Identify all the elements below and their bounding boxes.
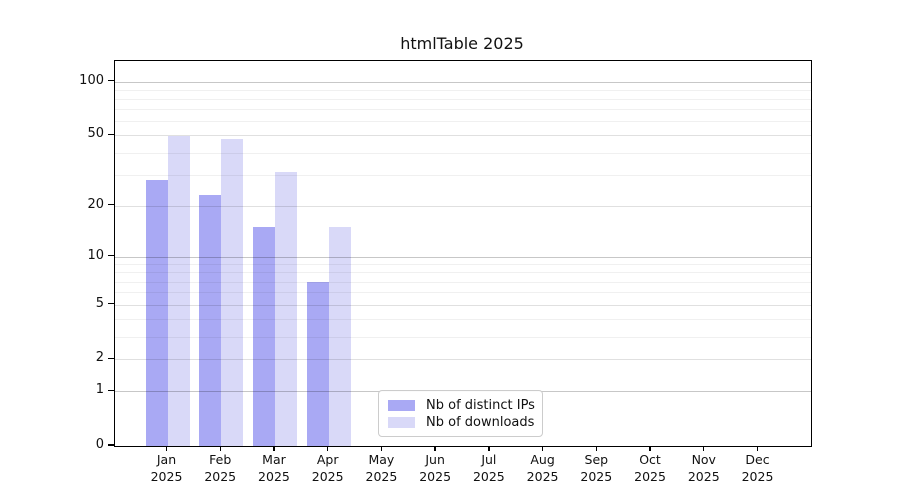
legend: Nb of distinct IPs Nb of downloads bbox=[378, 390, 543, 437]
y-tick-10 bbox=[108, 254, 114, 257]
x-tick-label-year: 2025 bbox=[311, 469, 344, 484]
x-tick-label-nov: Nov 2025 bbox=[674, 451, 734, 485]
bar-distinct-ips-jan bbox=[145, 180, 168, 446]
x-tick-label-year: 2025 bbox=[526, 469, 559, 484]
y-tick-5 bbox=[108, 302, 114, 305]
plot-area bbox=[114, 60, 812, 447]
x-tick-label-year: 2025 bbox=[258, 469, 290, 484]
gridline-40 bbox=[115, 152, 811, 154]
gridline-9 bbox=[115, 264, 811, 266]
x-tick-label-year: 2025 bbox=[204, 469, 237, 484]
x-tick-label-year: 2025 bbox=[580, 469, 613, 484]
gridline-8 bbox=[115, 272, 811, 274]
x-tick-label-year: 2025 bbox=[634, 469, 666, 484]
x-tick-feb bbox=[219, 446, 221, 451]
legend-label-downloads: Nb of downloads bbox=[426, 414, 535, 430]
x-tick-label-year: 2025 bbox=[741, 469, 774, 484]
legend-label-distinct-ips: Nb of distinct IPs bbox=[426, 397, 535, 413]
x-tick-may bbox=[380, 446, 383, 451]
x-tick-label-feb: Feb 2025 bbox=[190, 451, 250, 485]
x-tick-jul bbox=[488, 446, 490, 451]
bar-downloads-feb bbox=[221, 138, 244, 446]
y-tick-label-0: 0 bbox=[95, 437, 104, 452]
x-tick-sep bbox=[595, 446, 597, 451]
y-tick-1 bbox=[108, 389, 114, 391]
legend-swatch-downloads bbox=[388, 416, 415, 428]
gridline-20 bbox=[115, 205, 811, 207]
legend-item-distinct-ips: Nb of distinct IPs bbox=[388, 397, 535, 413]
x-tick-label-jun: Jun 2025 bbox=[405, 451, 465, 485]
x-tick-label-year: 2025 bbox=[419, 469, 452, 484]
x-tick-aug bbox=[541, 446, 544, 451]
legend-swatch-distinct-ips bbox=[388, 399, 415, 411]
x-tick-jan bbox=[165, 446, 168, 451]
y-tick-50 bbox=[108, 133, 114, 136]
bar-downloads-apr bbox=[328, 227, 351, 446]
y-tick-label-10: 10 bbox=[87, 247, 104, 263]
x-tick-label-jul: Jul 2025 bbox=[459, 451, 519, 485]
gridline-5 bbox=[115, 304, 811, 306]
gridline-80 bbox=[115, 98, 811, 100]
gridline-100 bbox=[115, 81, 811, 83]
x-tick-label-year: 2025 bbox=[472, 469, 505, 484]
gridline-90 bbox=[115, 89, 811, 91]
gridline-2 bbox=[115, 359, 811, 361]
x-tick-label-apr: Apr 2025 bbox=[298, 451, 358, 485]
y-tick-0 bbox=[108, 444, 114, 446]
y-tick-label-50: 50 bbox=[87, 126, 104, 142]
gridline-7 bbox=[115, 281, 811, 283]
gridline-50 bbox=[115, 135, 811, 137]
x-tick-dec bbox=[756, 446, 759, 451]
y-tick-label-20: 20 bbox=[87, 196, 104, 212]
y-tick-label-5: 5 bbox=[95, 295, 104, 311]
y-tick-label-100: 100 bbox=[79, 72, 104, 88]
y-tick-label-2: 2 bbox=[95, 350, 104, 366]
gridline-60 bbox=[115, 121, 811, 123]
x-tick-label-year: 2025 bbox=[687, 469, 720, 484]
x-tick-label-aug: Aug 2025 bbox=[513, 451, 573, 485]
bar-distinct-ips-apr bbox=[306, 281, 329, 446]
x-tick-label-dec: Dec 2025 bbox=[728, 451, 788, 485]
y-tick-2 bbox=[108, 357, 114, 359]
y-tick-20 bbox=[108, 203, 114, 206]
x-tick-jun bbox=[434, 446, 436, 451]
x-tick-apr bbox=[326, 446, 329, 451]
x-tick-label-may: May 2025 bbox=[351, 451, 411, 485]
x-tick-label-jan: Jan 2025 bbox=[137, 451, 197, 485]
x-tick-label-sep: Sep 2025 bbox=[566, 451, 626, 485]
x-tick-oct bbox=[649, 446, 651, 451]
chart-title: htmlTable 2025 bbox=[400, 34, 524, 53]
bar-distinct-ips-feb bbox=[199, 195, 222, 446]
legend-item-downloads: Nb of downloads bbox=[388, 414, 535, 430]
x-tick-nov bbox=[703, 446, 705, 451]
bar-distinct-ips-mar bbox=[252, 227, 275, 446]
x-tick-label-oct: Oct 2025 bbox=[620, 451, 680, 485]
x-tick-label-mar: Mar 2025 bbox=[244, 451, 304, 485]
bar-downloads-mar bbox=[274, 172, 297, 446]
gridline-6 bbox=[115, 292, 811, 294]
x-tick-label-year: 2025 bbox=[365, 469, 398, 484]
gridline-10 bbox=[115, 256, 811, 258]
gridline-30 bbox=[115, 174, 811, 176]
gridline-70 bbox=[115, 109, 811, 111]
bar-downloads-jan bbox=[167, 135, 190, 446]
gridline-3 bbox=[115, 336, 811, 338]
gridline-4 bbox=[115, 318, 811, 320]
y-tick-100 bbox=[108, 79, 114, 82]
x-tick-label-year: 2025 bbox=[150, 469, 183, 484]
y-tick-label-1: 1 bbox=[95, 382, 104, 398]
x-tick-mar bbox=[273, 446, 275, 451]
